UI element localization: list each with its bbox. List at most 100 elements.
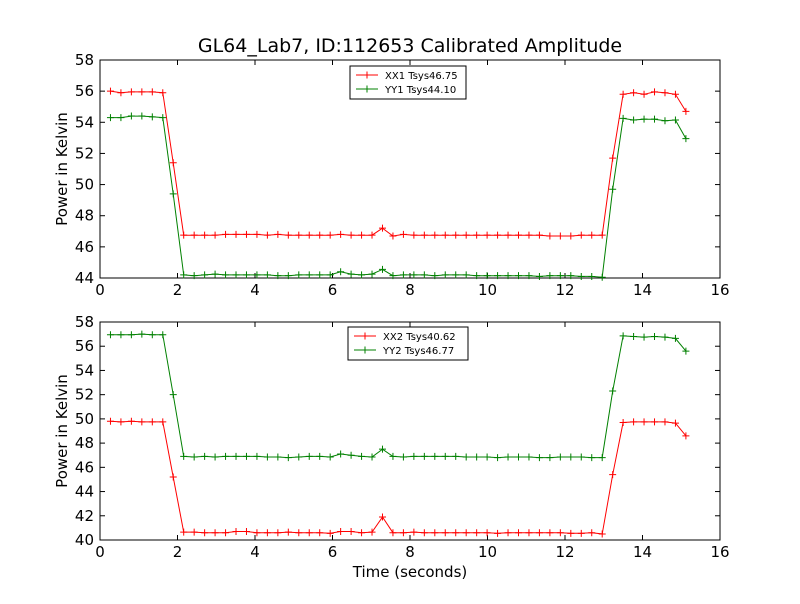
data-point (368, 528, 376, 536)
data-point (389, 272, 397, 280)
x-tick-label: 4 (250, 281, 260, 299)
data-point (138, 418, 146, 426)
y-tick-label: 52 (75, 386, 94, 404)
data-point (399, 230, 407, 238)
data-point (190, 528, 198, 536)
data-point (263, 529, 271, 537)
data-point (535, 272, 543, 280)
data-point (117, 418, 125, 426)
data-point (556, 453, 564, 461)
data-point (127, 417, 135, 425)
data-point (452, 452, 460, 460)
legend-marker (361, 332, 369, 340)
data-point (483, 453, 491, 461)
data-point (671, 116, 679, 124)
data-point (598, 273, 606, 281)
data-point (358, 231, 366, 239)
data-point (640, 333, 648, 341)
data-point (546, 529, 554, 537)
data-point (462, 231, 470, 239)
data-point (347, 231, 355, 239)
x-tick-label: 16 (710, 281, 729, 299)
data-point (598, 454, 606, 462)
data-point (609, 185, 617, 193)
data-point (138, 330, 146, 338)
data-point (242, 528, 250, 536)
data-point (253, 452, 261, 460)
data-point (525, 231, 533, 239)
data-point (598, 530, 606, 538)
data-point (399, 271, 407, 279)
data-point (598, 231, 606, 239)
series-1 (106, 417, 690, 538)
data-point (473, 231, 481, 239)
y-tick-label: 44 (75, 483, 94, 501)
data-point (420, 231, 428, 239)
data-point (515, 231, 522, 239)
data-point (546, 454, 554, 462)
legend-label: XX1 Tsys46.75 (385, 71, 458, 82)
legend-box (347, 326, 469, 361)
data-point (515, 453, 522, 461)
data-point (577, 231, 585, 239)
data-point (222, 529, 230, 537)
data-point (242, 452, 250, 460)
data-point (274, 529, 282, 537)
data-point (358, 452, 366, 460)
data-point (441, 529, 449, 537)
subplot-1: 0 2 4 6 8 10 12 14 164446485052545658GL64_Lab7, … (53, 35, 730, 299)
data-point (378, 513, 386, 521)
x-tick-label: 6 (328, 543, 338, 561)
data-point (588, 454, 596, 462)
data-point (148, 113, 156, 121)
data-point (337, 268, 345, 276)
data-point (316, 452, 324, 460)
data-point (441, 452, 449, 460)
data-point (378, 224, 386, 232)
data-point (201, 271, 209, 279)
y-tick-label: 42 (75, 507, 94, 525)
data-point (222, 452, 230, 460)
data-point (201, 452, 209, 460)
data-point (305, 452, 313, 460)
data-point (347, 451, 355, 459)
data-point (546, 272, 554, 280)
x-tick-label: 10 (478, 281, 497, 299)
data-point (326, 453, 334, 461)
data-point (504, 529, 512, 537)
data-point (274, 453, 282, 461)
data-point (284, 231, 292, 239)
data-point (410, 528, 418, 536)
data-point (577, 272, 585, 280)
legend-marker (361, 346, 369, 354)
data-point (473, 453, 481, 461)
data-point (201, 529, 209, 537)
data-point (535, 529, 543, 537)
data-point (232, 230, 240, 238)
data-point (556, 272, 564, 280)
data-point (368, 270, 376, 278)
legend-marker (363, 85, 371, 93)
data-point (326, 231, 334, 239)
data-point (420, 452, 428, 460)
data-point (588, 272, 596, 280)
data-point (138, 88, 146, 96)
x-tick-label: 2 (173, 281, 183, 299)
data-point (326, 271, 334, 279)
data-point (399, 453, 407, 461)
data-point (567, 453, 575, 461)
data-point (190, 231, 198, 239)
data-point (358, 529, 366, 537)
data-point (462, 529, 470, 537)
y-tick-label: 50 (75, 176, 94, 194)
data-point (630, 89, 638, 97)
data-point (640, 115, 648, 123)
data-point (358, 271, 366, 279)
data-point (525, 529, 533, 537)
x-tick-label: 10 (478, 543, 497, 561)
data-point (504, 272, 512, 280)
data-point (619, 332, 627, 340)
data-point (127, 112, 135, 120)
